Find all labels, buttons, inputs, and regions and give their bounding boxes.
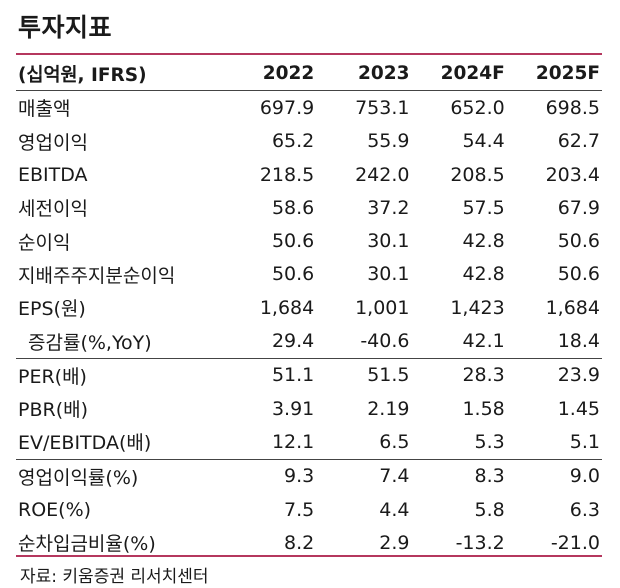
cell-value: 1.45 bbox=[557, 397, 600, 420]
cell-value: 58.6 bbox=[271, 196, 315, 219]
cell-value: 1,001 bbox=[355, 296, 410, 319]
table-row: 순차입금비율(%) 8.2 2.9 -13.2 -21.0 bbox=[16, 526, 602, 559]
cell-value: 8.2 bbox=[284, 531, 315, 554]
cell-value: 42.8 bbox=[462, 230, 505, 253]
row-label: 지배주주지분순이익 bbox=[18, 264, 176, 287]
table-row: 영업이익률(%) 9.3 7.4 8.3 9.0 bbox=[16, 458, 602, 493]
row-label: PBR(배) bbox=[18, 399, 88, 422]
header-row: (십억원, IFRS) 2022 2023 2024F 2025F bbox=[16, 57, 602, 91]
cell-value: 7.5 bbox=[284, 498, 315, 521]
cell-value: 753.1 bbox=[355, 96, 410, 119]
investment-indicators-table: (십억원, IFRS) 2022 2023 2024F 2025F 매출액 69… bbox=[16, 57, 602, 559]
table-row: PBR(배) 3.91 2.19 1.58 1.45 bbox=[16, 392, 602, 425]
cell-value: 51.1 bbox=[221, 357, 317, 392]
cell-value: 2.9 bbox=[379, 531, 410, 554]
cell-value: 30.1 bbox=[367, 263, 410, 286]
cell-value: 4.4 bbox=[379, 498, 410, 521]
table-row: 순이익 50.6 30.1 42.8 50.6 bbox=[16, 224, 602, 257]
cell-value: 218.5 bbox=[259, 163, 315, 186]
cell-value: 18.4 bbox=[557, 330, 600, 353]
cell-value: 1.58 bbox=[462, 397, 505, 420]
cell-value: 67.9 bbox=[557, 196, 600, 219]
row-label: 순차입금비율(%) bbox=[18, 533, 156, 556]
cell-value: 6.3 bbox=[569, 498, 600, 521]
row-label: 순이익 bbox=[18, 231, 71, 254]
cell-value: 29.4 bbox=[271, 330, 315, 353]
year-header: 2025F bbox=[535, 63, 600, 85]
row-label: EV/EBITDA(배) bbox=[18, 432, 152, 455]
cell-value: 23.9 bbox=[506, 357, 602, 392]
row-label: 매출액 bbox=[18, 98, 71, 121]
cell-value: 57.5 bbox=[462, 196, 505, 219]
cell-value: -21.0 bbox=[550, 531, 600, 554]
cell-value: -13.2 bbox=[455, 531, 505, 554]
year-header: 2024F bbox=[440, 63, 505, 85]
top-rule bbox=[16, 53, 602, 55]
table-row: 증감률(%,YoY) 29.4 -40.6 42.1 18.4 bbox=[16, 324, 602, 358]
cell-value: 28.3 bbox=[411, 357, 507, 392]
row-label: EPS(원) bbox=[18, 298, 86, 321]
year-header: 2023 bbox=[358, 63, 410, 85]
row-label: 영업이익 bbox=[18, 131, 88, 154]
cell-value: 55.9 bbox=[367, 130, 410, 153]
source-note: 자료: 키움증권 리서치센터 bbox=[20, 567, 209, 587]
cell-value: 50.6 bbox=[271, 263, 315, 286]
unit-header: (십억원, IFRS) bbox=[18, 64, 147, 86]
cell-value: 54.4 bbox=[462, 130, 505, 153]
bottom-rule bbox=[16, 555, 602, 557]
page-title: 투자지표 bbox=[18, 13, 113, 42]
cell-value: 7.4 bbox=[316, 458, 412, 493]
cell-value: 242.0 bbox=[355, 163, 410, 186]
row-label: EBITDA bbox=[18, 163, 88, 186]
cell-value: 1,684 bbox=[545, 296, 600, 319]
table-row: 지배주주지분순이익 50.6 30.1 42.8 50.6 bbox=[16, 258, 602, 291]
cell-value: 6.5 bbox=[379, 430, 410, 453]
cell-value: 9.0 bbox=[506, 458, 602, 493]
cell-value: 50.6 bbox=[271, 230, 315, 253]
table-row: ROE(%) 7.5 4.4 5.8 6.3 bbox=[16, 493, 602, 526]
cell-value: 37.2 bbox=[367, 196, 410, 219]
cell-value: 5.8 bbox=[474, 498, 505, 521]
cell-value: -40.6 bbox=[360, 330, 410, 353]
cell-value: 208.5 bbox=[450, 163, 505, 186]
cell-value: 62.7 bbox=[557, 130, 600, 153]
cell-value: 697.9 bbox=[259, 96, 315, 119]
cell-value: 203.4 bbox=[545, 163, 600, 186]
cell-value: 51.5 bbox=[316, 357, 412, 392]
row-label: 세전이익 bbox=[18, 198, 88, 221]
cell-value: 3.91 bbox=[271, 397, 315, 420]
row-label: 증감률(%,YoY) bbox=[28, 331, 152, 354]
cell-value: 2.19 bbox=[367, 397, 410, 420]
cell-value: 5.1 bbox=[569, 430, 600, 453]
table-row: EV/EBITDA(배) 12.1 6.5 5.3 5.1 bbox=[16, 425, 602, 459]
cell-value: 8.3 bbox=[411, 458, 507, 493]
cell-value: 42.1 bbox=[462, 330, 505, 353]
table-row: 매출액 697.9 753.1 652.0 698.5 bbox=[16, 91, 602, 125]
cell-value: 1,684 bbox=[259, 296, 315, 319]
cell-value: 9.3 bbox=[221, 458, 317, 493]
cell-value: 42.8 bbox=[462, 263, 505, 286]
cell-value: 5.3 bbox=[474, 430, 505, 453]
cell-value: 698.5 bbox=[545, 96, 600, 119]
table-row: 영업이익 65.2 55.9 54.4 62.7 bbox=[16, 125, 602, 158]
table-row: PER(배) 51.1 51.5 28.3 23.9 bbox=[16, 357, 602, 392]
cell-value: 65.2 bbox=[271, 130, 315, 153]
year-header: 2022 bbox=[262, 63, 315, 85]
row-label: 영업이익률(%) bbox=[16, 458, 221, 493]
cell-value: 12.1 bbox=[271, 430, 315, 453]
cell-value: 652.0 bbox=[450, 96, 505, 119]
row-label: PER(배) bbox=[16, 357, 221, 392]
table-row: EBITDA 218.5 242.0 208.5 203.4 bbox=[16, 158, 602, 191]
cell-value: 1,423 bbox=[450, 296, 505, 319]
row-label: ROE(%) bbox=[18, 498, 92, 521]
table-row: EPS(원) 1,684 1,001 1,423 1,684 bbox=[16, 291, 602, 324]
cell-value: 50.6 bbox=[557, 263, 600, 286]
cell-value: 50.6 bbox=[557, 230, 600, 253]
cell-value: 30.1 bbox=[367, 230, 410, 253]
table-row: 세전이익 58.6 37.2 57.5 67.9 bbox=[16, 191, 602, 224]
